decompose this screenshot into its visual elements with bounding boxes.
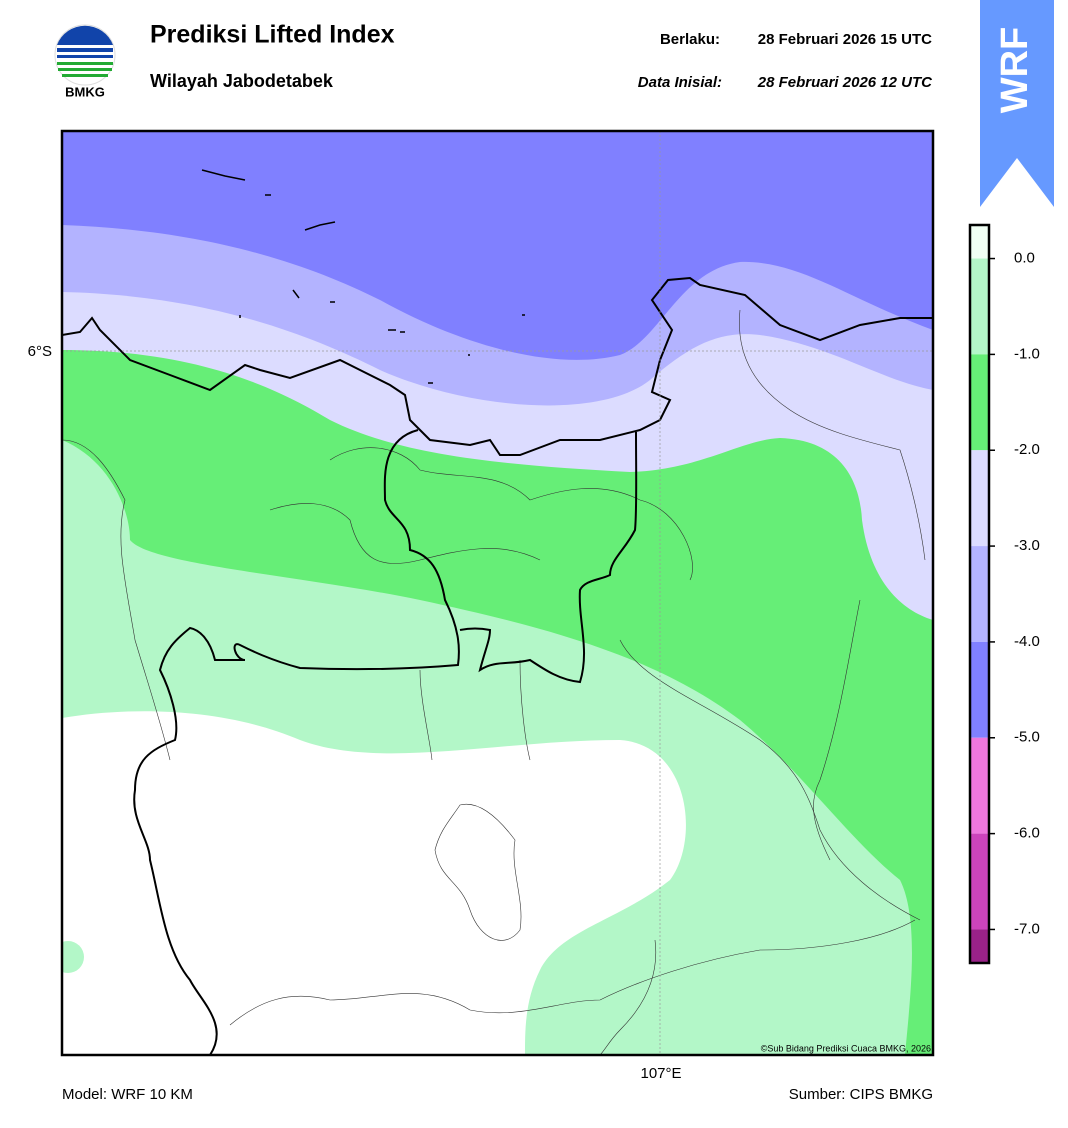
colorbar-bin (970, 737, 989, 834)
valid-label: Berlaku: (660, 31, 720, 48)
map-frame (60, 129, 935, 1057)
colorbar-tick-label: -3.0 (1014, 537, 1040, 554)
copyright: ©Sub Bidang Prediksi Cuaca BMKG, 2026 (761, 1043, 931, 1053)
model: Model: WRF 10 KM (62, 1086, 193, 1103)
init-time: 28 Februari 2026 12 UTC (757, 74, 933, 91)
logo: BMKG (54, 24, 116, 99)
subtitle: Wilayah Jabodetabek (150, 71, 334, 91)
badge (980, 0, 1054, 207)
colorbar-bin (970, 641, 989, 738)
source: Sumber: CIPS BMKG (789, 1086, 933, 1103)
colorbar-bin (970, 450, 989, 547)
colorbar-tick-label: -6.0 (1014, 825, 1040, 842)
lon-label: 107°E (640, 1065, 681, 1082)
logo-text: BMKG (65, 84, 105, 99)
colorbar-tick-label: 0.0 (1014, 250, 1035, 267)
colorbar-bin (970, 258, 989, 355)
colorbar-bin (970, 546, 989, 642)
title: Prediksi Lifted Index (150, 21, 395, 49)
colorbar-tick-label: -7.0 (1014, 920, 1040, 937)
colorbar-bin (970, 225, 989, 259)
colorbar-bin (970, 833, 989, 930)
init-label: Data Inisial: (638, 74, 722, 91)
valid-time: 28 Februari 2026 15 UTC (758, 31, 932, 48)
colorbar-bin (970, 354, 989, 451)
colorbar-bin (970, 929, 989, 963)
colorbar-frame (968, 223, 991, 965)
colorbar: 0.0 -1.0 -2.0 -3.0 -4.0 -5.0 -6.0 -7.0 (968, 223, 1040, 965)
lat-label: 6°S (28, 343, 52, 360)
map: ©Sub Bidang Prediksi Cuaca BMKG, 2026 (62, 131, 933, 1055)
colorbar-tick-label: -1.0 (1014, 345, 1040, 362)
colorbar-tick-label: -5.0 (1014, 729, 1040, 746)
colorbar-tick-label: -4.0 (1014, 633, 1040, 650)
colorbar-tick-label: -2.0 (1014, 441, 1040, 458)
badge-text: WRF (994, 27, 1036, 114)
